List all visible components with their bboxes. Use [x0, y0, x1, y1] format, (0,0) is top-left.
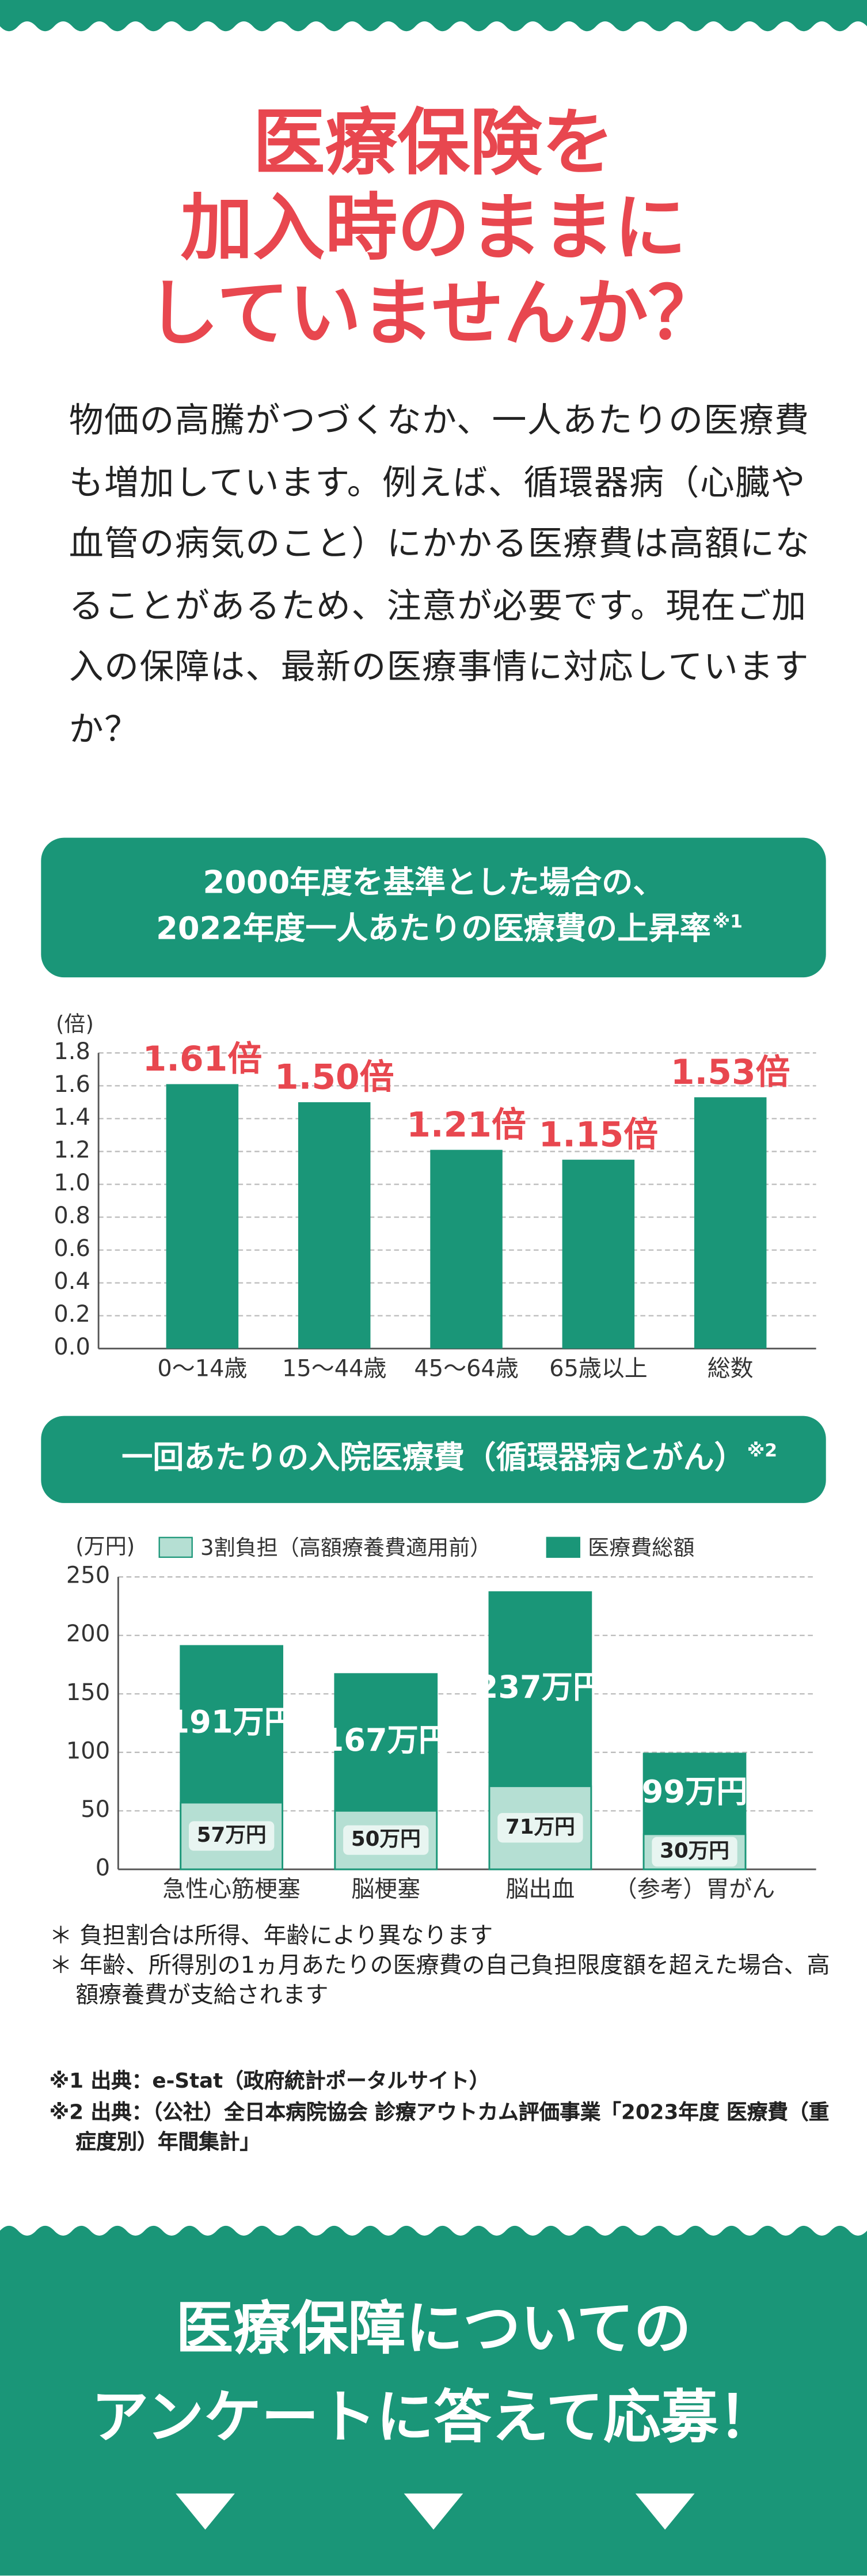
y-axis-unit: (万円): [75, 1534, 135, 1558]
arrow-icon: [635, 2493, 695, 2530]
intro-text: 物価の高騰がつづくなか、一人あたりの医療費も増加しています。例えば、循環器病（心…: [69, 400, 811, 749]
value-label: 1.21倍: [406, 1105, 526, 1145]
chart-title: 2022年度一人あたりの医療費の上昇率: [156, 910, 711, 946]
x-tick-label: 0〜14歳: [157, 1355, 247, 1382]
title-note: ※1: [713, 912, 743, 932]
legend-swatch: [546, 1537, 580, 1558]
y-tick-label: 100: [66, 1737, 110, 1764]
legend-swatch: [158, 1537, 193, 1558]
bar: [166, 1084, 239, 1349]
y-tick-label: 0.6: [54, 1235, 90, 1262]
y-tick-label: 200: [66, 1621, 110, 1647]
bar: [298, 1102, 371, 1349]
x-tick-label: 45〜64歳: [414, 1355, 518, 1382]
y-tick-label: 1.4: [54, 1104, 90, 1130]
footer-title: アンケートに答えて応募！: [92, 2384, 776, 2451]
chart-title: 一回あたりの入院医療費（循環器病とがん）: [121, 1439, 746, 1475]
title-note: ※2: [747, 1440, 777, 1461]
y-tick-label: 250: [66, 1562, 110, 1589]
x-tick-label: 急性心筋梗塞: [162, 1876, 301, 1902]
x-tick-label: 15〜44歳: [282, 1355, 386, 1382]
arrow-icon: [404, 2493, 463, 2530]
value-label: 50万円: [351, 1827, 421, 1851]
x-tick-label: 脳梗塞: [351, 1876, 420, 1902]
page-title: 加入時のままに: [181, 186, 687, 270]
y-tick-label: 1.6: [54, 1071, 90, 1098]
source: ※1 出典：e-Stat（政府統計ポータルサイト）: [49, 2068, 490, 2093]
wave-band: [0, 2225, 867, 2576]
x-tick-label: （参考）胃がん: [614, 1876, 775, 1902]
page-title: 医療保険を: [253, 101, 614, 185]
value-label-box: [497, 1813, 583, 1843]
chart-header: [41, 1416, 826, 1503]
sources: ※1 出典：e-Stat（政府統計ポータルサイト） ※2 出典：（公社）全日本病…: [50, 2066, 834, 2157]
source: ※2 出典：（公社）全日本病院協会 診療アウトカム評価事業「2023年度 医療費…: [49, 2098, 830, 2154]
value-label-box: [652, 1837, 737, 1867]
value-label: 71万円: [505, 1815, 575, 1839]
value-label: 57万円: [197, 1823, 267, 1847]
y-tick-label: 0: [96, 1854, 110, 1881]
value-label: 237万円: [477, 1669, 604, 1705]
value-label: 191万円: [168, 1704, 295, 1740]
page-title: していませんか？: [147, 272, 720, 356]
x-tick-label: 総数: [708, 1355, 754, 1382]
value-label: 167万円: [322, 1722, 450, 1758]
y-tick-label: 1.0: [54, 1170, 90, 1196]
x-tick-label: 脳出血: [506, 1876, 575, 1902]
value-label: 1.50倍: [275, 1057, 394, 1098]
arrow-icon: [176, 2493, 235, 2530]
bar: [562, 1159, 635, 1349]
y-tick-label: 50: [81, 1796, 110, 1823]
value-label-box: [189, 1821, 275, 1851]
note: ＊ 年齢、所得別の1ヵ月あたりの医療費の自己負担限度額を超えた場合、高額療養費が…: [49, 1953, 830, 2009]
y-tick-label: 0.8: [54, 1202, 90, 1229]
y-axis-unit: (倍): [56, 1011, 94, 1036]
value-label: 1.53倍: [671, 1052, 790, 1092]
bar: [430, 1149, 503, 1349]
legend-label: 3割負担（高額療養費適用前）: [200, 1535, 491, 1560]
x-tick-label: 65歳以上: [549, 1355, 648, 1382]
note: ＊ 負担割合は所得、年齢により異なります: [49, 1924, 493, 1950]
y-tick-label: 0.2: [54, 1301, 90, 1327]
legend-label: 医療費総額: [588, 1535, 694, 1560]
value-label: 99万円: [642, 1774, 748, 1810]
y-tick-label: 1.2: [54, 1137, 90, 1163]
wave-band: [0, 0, 867, 32]
y-tick-label: 0.0: [54, 1334, 90, 1360]
y-tick-label: 0.4: [54, 1268, 90, 1295]
chart-header: [41, 837, 826, 978]
value-label: 1.61倍: [143, 1039, 263, 1079]
y-tick-label: 150: [66, 1679, 110, 1706]
y-tick-label: 1.8: [54, 1038, 90, 1065]
value-label: 1.15倍: [539, 1114, 659, 1155]
chart-title: 2000年度を基準とした場合の、: [203, 864, 664, 901]
value-label: 30万円: [660, 1839, 729, 1862]
notes: ＊ 負担割合は所得、年齢により異なります ＊ 年齢、所得別の1ヵ月あたりの医療費…: [50, 1922, 834, 2010]
value-label-box: [343, 1825, 429, 1855]
footer-title: 医療保障についての: [176, 2295, 691, 2362]
bar: [694, 1097, 767, 1349]
